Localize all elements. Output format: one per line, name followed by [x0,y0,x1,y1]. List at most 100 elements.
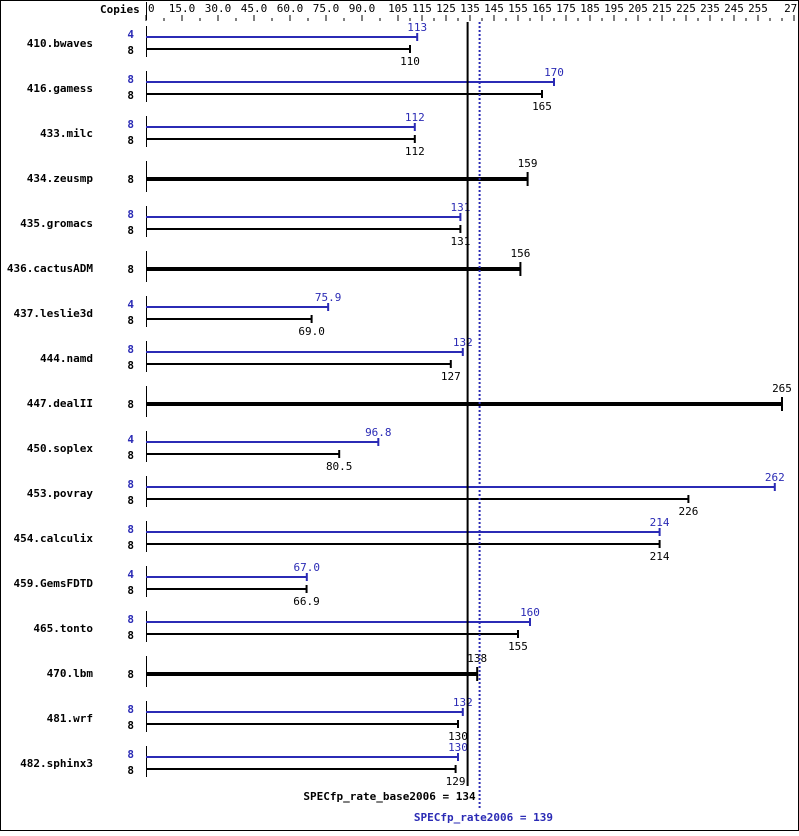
base-value-label: 112 [405,145,425,158]
base-copies: 8 [127,719,134,732]
x-tick-label: 215 [652,2,672,15]
base-copies: 8 [127,764,134,777]
x-tick-label: 15.0 [169,2,196,15]
x-tick-label: 175 [556,2,576,15]
base-value-label: 265 [772,382,792,395]
benchmark-label: 437.leslie3d [14,307,93,320]
peak-value-label: 130 [448,741,468,754]
benchmark-label: 436.cactusADM [7,262,93,275]
peak-value-label: 96.8 [365,426,392,439]
x-tick-label: 225 [676,2,696,15]
base-value-label: 129 [446,775,466,788]
benchmark-label: 416.gamess [27,82,93,95]
base-copies: 8 [127,44,134,57]
base-copies: 8 [127,398,134,411]
base-copies: 8 [127,224,134,237]
peak-copies: 8 [127,73,134,86]
peak-copies: 8 [127,613,134,626]
peak-copies: 8 [127,478,134,491]
base-value-label: 155 [508,640,528,653]
base-value-label: 66.9 [293,595,320,608]
base-copies: 8 [127,539,134,552]
peak-copies: 8 [127,523,134,536]
peak-value-label: 75.9 [315,291,342,304]
x-tick-label: 30.0 [205,2,232,15]
base-value-label: 110 [400,55,420,68]
base-copies: 8 [127,629,134,642]
x-tick-label: 255 [748,2,768,15]
benchmark-label: 410.bwaves [27,37,93,50]
peak-value-label: 214 [650,516,670,529]
base-summary-label: SPECfp_rate_base2006 = 134 [303,790,476,803]
peak-copies: 8 [127,343,134,356]
x-tick-label: 0 [148,2,155,15]
peak-value-label: 112 [405,111,425,124]
base-copies: 8 [127,89,134,102]
peak-copies: 4 [127,298,134,311]
x-tick-label: 60.0 [277,2,304,15]
base-value-label: 214 [650,550,670,563]
x-tick-label: 165 [532,2,552,15]
x-tick-label: 195 [604,2,624,15]
peak-value-label: 262 [765,471,785,484]
x-tick-label: 270 [784,2,799,15]
peak-summary-label: SPECfp_rate2006 = 139 [414,811,553,824]
base-value-label: 165 [532,100,552,113]
benchmark-label: 450.soplex [27,442,94,455]
x-tick-label: 105 [388,2,408,15]
benchmark-label: 454.calculix [14,532,94,545]
x-tick-label: 245 [724,2,744,15]
x-tick-label: 135 [460,2,480,15]
copies-header: Copies [100,3,140,16]
base-value-label: 226 [678,505,698,518]
benchmark-label: 481.wrf [47,712,93,725]
base-copies: 8 [127,668,134,681]
x-tick-label: 145 [484,2,504,15]
benchmark-label: 459.GemsFDTD [14,577,94,590]
peak-value-label: 132 [453,696,473,709]
x-tick-label: 125 [436,2,456,15]
peak-copies: 8 [127,118,134,131]
base-copies: 8 [127,584,134,597]
base-value-label: 131 [450,235,470,248]
x-tick-label: 75.0 [313,2,340,15]
benchmark-label: 444.namd [40,352,93,365]
benchmark-label: 435.gromacs [20,217,93,230]
base-value-label: 69.0 [298,325,325,338]
benchmark-label: 465.tonto [33,622,93,635]
base-value-label: 138 [467,652,487,665]
base-copies: 8 [127,263,134,276]
x-tick-label: 90.0 [349,2,376,15]
peak-value-label: 160 [520,606,540,619]
peak-value-label: 132 [453,336,473,349]
peak-copies: 8 [127,748,134,761]
base-value-label: 130 [448,730,468,743]
x-tick-label: 115 [412,2,432,15]
benchmark-label: 453.povray [27,487,94,500]
peak-copies: 4 [127,28,134,41]
benchmark-label: 470.lbm [47,667,94,680]
base-copies: 8 [127,359,134,372]
peak-copies: 8 [127,703,134,716]
base-copies: 8 [127,173,134,186]
base-value-label: 159 [518,157,538,170]
base-value-label: 80.5 [326,460,353,473]
x-tick-label: 205 [628,2,648,15]
peak-copies: 4 [127,568,134,581]
base-value-label: 127 [441,370,461,383]
peak-value-label: 170 [544,66,564,79]
peak-copies: 4 [127,433,134,446]
base-copies: 8 [127,449,134,462]
benchmark-label: 482.sphinx3 [20,757,93,770]
x-tick-label: 45.0 [241,2,268,15]
x-tick-label: 155 [508,2,528,15]
benchmark-label: 434.zeusmp [27,172,94,185]
benchmark-label: 447.dealII [27,397,93,410]
base-copies: 8 [127,314,134,327]
x-tick-label: 185 [580,2,600,15]
peak-value-label: 67.0 [294,561,321,574]
base-copies: 8 [127,494,134,507]
